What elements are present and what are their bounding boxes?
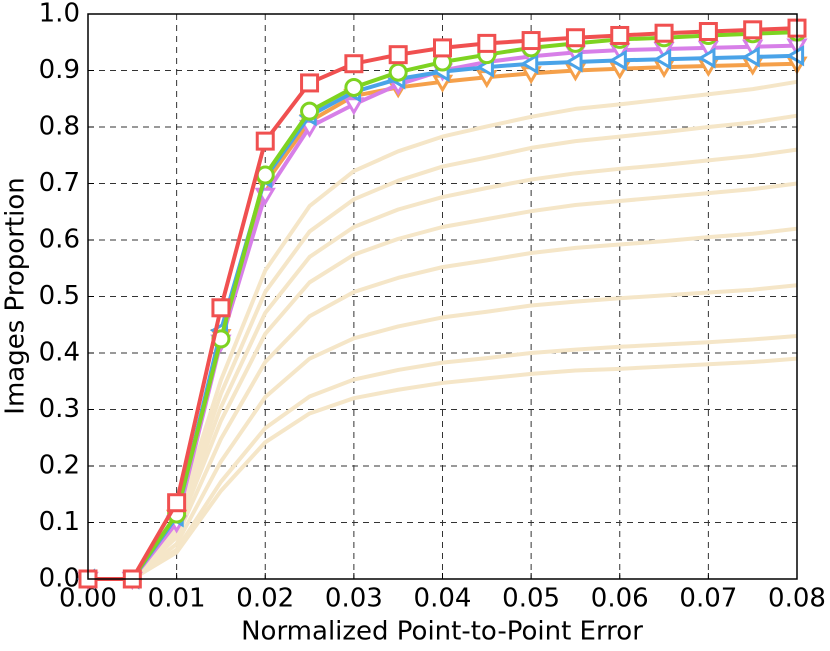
marker [255, 131, 275, 151]
marker [300, 73, 320, 93]
marker [653, 48, 672, 70]
marker [741, 46, 760, 68]
marker [211, 298, 231, 318]
marker [521, 31, 541, 51]
marker [300, 101, 320, 121]
x-tick-label: 0.05 [502, 584, 560, 614]
marker [167, 493, 187, 513]
series-line [88, 334, 798, 581]
y-tick-label: 0.1 [39, 507, 80, 537]
y-tick-label: 0.0 [39, 564, 80, 594]
marker [344, 77, 364, 97]
y-tick-label: 0.2 [39, 451, 80, 481]
series-line [88, 356, 798, 581]
x-tick-label: 0.07 [679, 584, 737, 614]
plot-frame [87, 13, 798, 580]
x-tick-label: 0.01 [148, 584, 206, 614]
marker [433, 38, 452, 58]
x-tick-label: 0.04 [414, 584, 472, 614]
y-tick-label: 0.7 [39, 168, 80, 198]
y-tick-label: 0.4 [39, 338, 80, 368]
marker [564, 51, 583, 73]
series-line [88, 181, 798, 581]
y-tick-label: 0.5 [39, 281, 80, 311]
y-tick-label: 0.3 [39, 394, 80, 424]
x-tick-label: 0.02 [236, 584, 294, 614]
marker [520, 53, 539, 75]
marker [477, 33, 497, 53]
x-axis-label: Normalized Point-to-Point Error [241, 617, 643, 647]
y-tick-label: 0.8 [39, 112, 80, 142]
marker [610, 25, 630, 45]
series-line [88, 147, 798, 581]
marker [698, 22, 718, 42]
y-tick-label: 1.0 [39, 0, 80, 29]
marker [344, 54, 364, 74]
series-line [88, 113, 798, 581]
marker [786, 45, 805, 67]
marker [388, 62, 408, 82]
series-line [88, 79, 798, 581]
y-axis-label: Images Proportion [1, 177, 31, 414]
y-tick-label: 0.6 [39, 225, 80, 255]
x-tick-label: 0.03 [325, 584, 383, 614]
x-tick-label: 0.06 [591, 584, 649, 614]
series-line [88, 283, 798, 581]
marker [608, 49, 627, 71]
marker [565, 28, 585, 48]
marker [654, 23, 674, 43]
marker [743, 20, 763, 40]
x-tick-label: 0.08 [768, 584, 826, 614]
series-line [88, 226, 798, 581]
marker [343, 97, 365, 116]
marker [697, 47, 716, 69]
marker [388, 45, 408, 65]
y-tick-label: 0.9 [39, 55, 80, 85]
